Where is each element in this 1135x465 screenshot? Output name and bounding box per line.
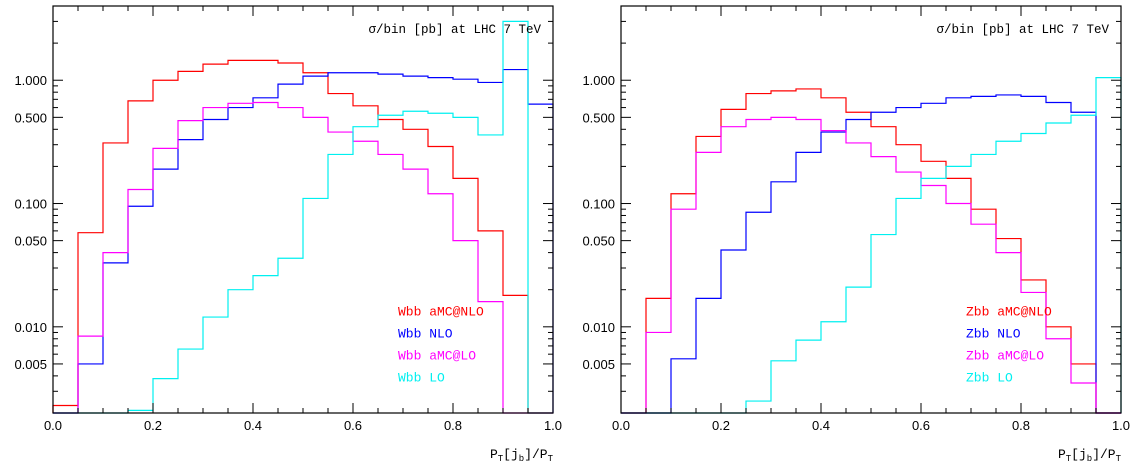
y-tick-label: 0.005: [582, 357, 615, 372]
x-tick-label: 0.2: [712, 418, 730, 433]
legend-entry: Zbb aMC@NLO: [966, 304, 1052, 319]
series-line-zbb-amc-lo: [621, 116, 1121, 414]
x-tick-label: 1.0: [1112, 418, 1130, 433]
x-tick-label: 0.2: [144, 418, 162, 433]
y-tick-label: 0.010: [14, 320, 47, 335]
legend-entry: Zbb LO: [966, 370, 1013, 385]
legend-entry: Wbb aMC@LO: [398, 348, 476, 363]
y-tick-label: 1.000: [582, 73, 615, 88]
y-tick-label: 0.010: [582, 320, 615, 335]
legend-entry: Zbb aMC@LO: [966, 348, 1044, 363]
y-tick-label: 0.500: [582, 110, 615, 125]
x-tick-label: 0.4: [244, 418, 262, 433]
chart-title: σ/bin [pb] at LHC 7 TeV: [936, 23, 1109, 37]
chart-title: σ/bin [pb] at LHC 7 TeV: [368, 23, 541, 37]
x-tick-label: 0.0: [44, 418, 62, 433]
series-line-zbb-lo: [621, 77, 1122, 414]
x-tick-label: 0.6: [344, 418, 362, 433]
x-axis-label: PT[jb]/PT: [490, 447, 554, 464]
legend-entry: Wbb NLO: [398, 326, 453, 341]
x-tick-label: 0.6: [912, 418, 930, 433]
y-tick-label: 0.100: [14, 197, 47, 212]
series-line-wbb-nlo: [53, 68, 554, 414]
series-line-wbb-amc-lo: [53, 101, 553, 414]
right-panel-zbb: 0.0 0.2 0.4 0.6 0.8 1.0 0.005 0.010 0.050 0.100 0.…: [582, 5, 1130, 464]
series-line-zbb-nlo: [621, 94, 1121, 414]
x-tick-label: 0.8: [1012, 418, 1030, 433]
legend-entry: Wbb aMC@NLO: [398, 304, 484, 319]
x-tick-label: 0.4: [812, 418, 830, 433]
x-tick-label: 0.8: [444, 418, 462, 433]
legend-entry: Wbb LO: [398, 370, 445, 385]
y-tick-label: 0.050: [582, 234, 615, 249]
x-tick-label: 1.0: [544, 418, 562, 433]
y-tick-label: 0.500: [14, 110, 47, 125]
legend-entry: Zbb NLO: [966, 326, 1021, 341]
y-tick-label: 0.005: [14, 357, 47, 372]
y-tick-label: 0.100: [582, 197, 615, 212]
x-tick-label: 0.0: [612, 418, 630, 433]
series-line-wbb-lo: [53, 20, 553, 414]
x-axis-label: PT[jb]/PT: [1058, 447, 1122, 464]
left-panel-wbb: 0.0 0.2 0.4 0.6 0.8 1.0 0.005 0.010 0.050 0.100 0.…: [14, 5, 562, 464]
series-line-wbb-amc-nlo: [52, 59, 553, 414]
y-tick-label: 1.000: [14, 73, 47, 88]
y-tick-label: 0.050: [14, 234, 47, 249]
